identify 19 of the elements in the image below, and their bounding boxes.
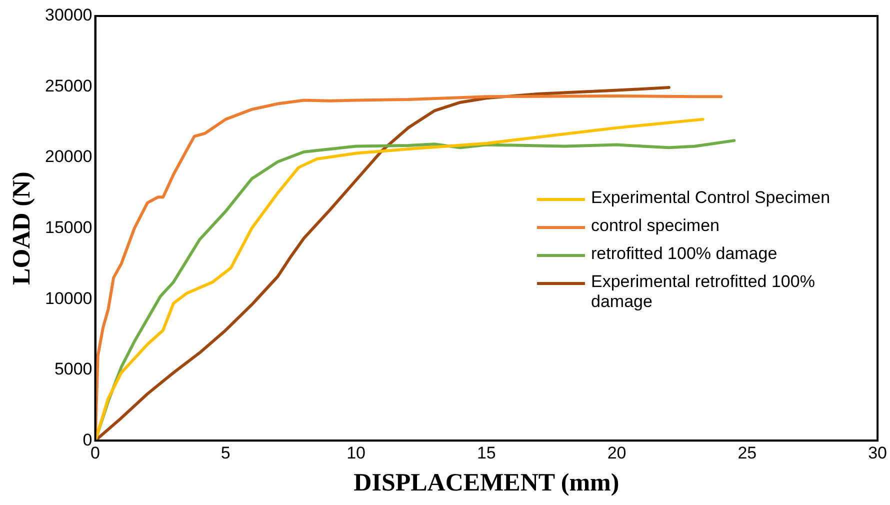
x-tick-label: 5: [220, 443, 230, 462]
x-tick-label: 25: [738, 443, 757, 462]
y-tick-label: 30000: [44, 6, 92, 25]
legend-label: Experimental Control Specimen: [591, 188, 830, 208]
y-axis-title: LOAD (N): [8, 172, 36, 285]
x-axis-title: DISPLACEMENT (mm): [354, 469, 620, 496]
y-tick-label: 15000: [44, 218, 92, 237]
y-tick-label: 5000: [54, 360, 92, 379]
y-tick-label: 10000: [44, 288, 92, 308]
legend-label: Experimental retrofitted 100% damage: [591, 272, 816, 312]
y-tick-label: 20000: [44, 147, 92, 166]
x-tick-label: 30: [868, 443, 888, 462]
x-tick-label: 15: [476, 443, 496, 462]
legend-label: control specimen: [591, 216, 720, 236]
x-tick-label: 20: [607, 443, 626, 462]
y-tick-label: 0: [82, 430, 92, 450]
legend-label: retrofitted 100% damage: [591, 244, 778, 264]
x-tick-label: 10: [346, 443, 366, 462]
y-tick-label: 25000: [44, 76, 92, 96]
